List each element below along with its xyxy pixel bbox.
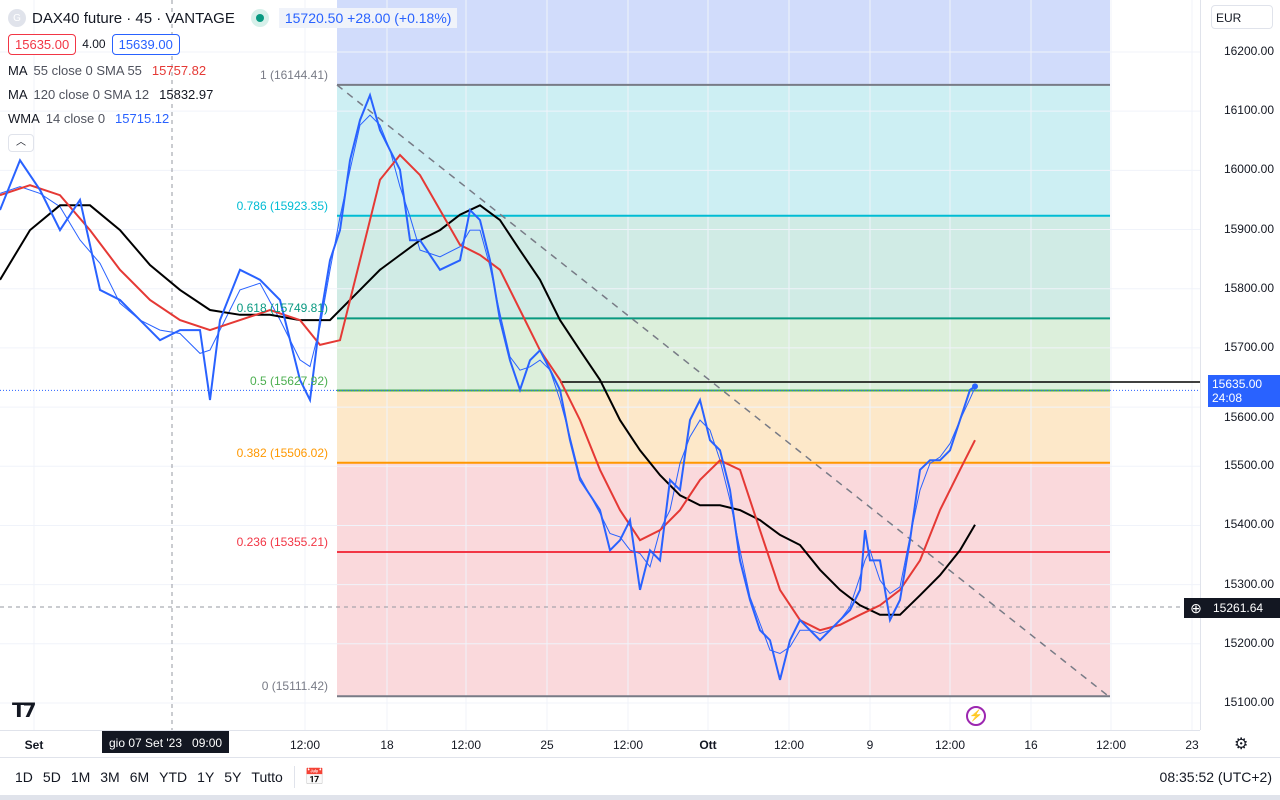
indicator-name: MA <box>8 62 28 78</box>
time-tick-label: 16 <box>1024 738 1038 752</box>
range-button-ytd[interactable]: YTD <box>159 768 188 785</box>
time-axis[interactable]: Set 12:00 18 12:00 25 12:00 Ott 12:00 9 12:00 16 12… <box>0 730 1200 757</box>
price-tick-label: 15200.00 <box>1223 635 1274 650</box>
fib-zone <box>337 390 1110 463</box>
range-button-1y[interactable]: 1Y <box>197 768 215 785</box>
chart-pane[interactable]: 1 (16144.41) 0.786 (15923.35) 0.618 (15749… <box>0 0 1200 730</box>
last-price-dot <box>972 383 978 390</box>
time-tick-label: Set <box>24 738 44 752</box>
fib-level-label: 0.786 (15923.35) <box>236 198 328 213</box>
time-tick-label: Ott <box>699 738 717 752</box>
indicator-legend-item[interactable]: WMA 14 close 0 15715.12 <box>8 106 457 130</box>
indicator-params: 55 close 0 SMA 55 <box>33 62 142 78</box>
indicator-legend-item[interactable]: MA 120 close 0 SMA 12 15832.97 <box>8 82 457 106</box>
price-line <box>0 92 976 681</box>
crosshair-price-label: 15261.64 <box>1208 598 1280 618</box>
indicator-value: 15757.82 <box>151 62 207 78</box>
bottom-toolbar: 1D 5D 1M 3M 6M YTD 1Y 5Y Tutto 📅 08:35:52 (UTC+2… <box>0 757 1280 795</box>
crosshair-time-label: gio 07 Set '23 09:00 <box>102 731 230 753</box>
symbol-title[interactable]: DAX40 future · 45 · VANTAGE <box>32 9 235 27</box>
fib-zone <box>337 318 1110 391</box>
indicator-name: MA <box>8 86 28 102</box>
legend: G DAX40 future · 45 · VANTAGE 15720.50 +… <box>8 6 458 152</box>
price-tick-label: 15600.00 <box>1223 410 1274 424</box>
chart-settings-icon[interactable]: ⚙ <box>1234 736 1249 753</box>
tradingview-logo[interactable]: 𝗧𝟳 <box>12 700 37 722</box>
indicator-legend-item[interactable]: MA 55 close 0 SMA 55 15757.82 <box>8 58 457 82</box>
price-tick-label: 15100.00 <box>1223 694 1274 709</box>
symbol-logo: G <box>8 9 26 27</box>
range-button-6m[interactable]: 6M <box>129 768 150 785</box>
price-tick-label: 15900.00 <box>1223 221 1274 236</box>
indicator-value: 15715.12 <box>115 110 170 126</box>
buy-button[interactable]: 15639.00 <box>111 33 180 55</box>
price-tick-label: 16100.00 <box>1223 103 1274 118</box>
fib-level-label: 0.5 (15627.92) <box>249 373 328 388</box>
fib-level-label: 0.618 (15749.81) <box>236 301 328 316</box>
indicator-value: 15832.97 <box>159 86 214 102</box>
range-button-3m[interactable]: 3M <box>100 768 120 785</box>
time-tick-label: 23 <box>1185 738 1199 752</box>
bar-countdown: 24:08 <box>1212 391 1243 405</box>
range-button-5y[interactable]: 5Y <box>224 768 242 785</box>
fib-level-label: 0.236 (15355.21) <box>236 534 328 549</box>
clock: 08:35:52 (UTC+2) <box>1159 768 1272 785</box>
time-tick-label: 12:00 <box>612 738 644 752</box>
current-price-label: 15635.00 24:08 <box>1208 375 1280 407</box>
price-tick-label: 16000.00 <box>1223 162 1274 177</box>
indicator-params: 14 close 0 <box>45 110 106 126</box>
chart-canvas[interactable] <box>0 0 1200 730</box>
price-change: +28.00 (+0.18%) <box>347 10 452 26</box>
time-tick-label: 12:00 <box>289 738 321 752</box>
time-tick-label: 18 <box>380 738 394 752</box>
bottom-strip <box>0 795 1280 800</box>
range-button-tutto[interactable]: Tutto <box>251 768 283 785</box>
fib-zone <box>337 551 1110 697</box>
collapse-legend-button[interactable]: ︿ <box>8 134 34 152</box>
time-tick-label: 9 <box>866 738 874 752</box>
range-button-1m[interactable]: 1M <box>70 768 91 785</box>
time-tick-label: 12:00 <box>1095 738 1127 752</box>
fib-level-label: 0 (15111.42) <box>261 679 328 694</box>
range-button-1d[interactable]: 1D <box>15 768 33 785</box>
price-tick-label: 15300.00 <box>1223 576 1274 591</box>
last-price: 15720.50 <box>284 10 344 26</box>
price-tick-label: 15400.00 <box>1223 517 1274 532</box>
price-axis[interactable]: EUR 16200.00 16100.00 16000.00 15900.00 1580… <box>1184 0 1280 730</box>
fib-level-label: 0.382 (15506.02) <box>236 445 328 460</box>
add-alert-icon[interactable]: ⊕ <box>1184 598 1208 618</box>
sell-button[interactable]: 15635.00 <box>8 33 77 55</box>
indicator-name: WMA <box>8 110 40 126</box>
range-button-5d[interactable]: 5D <box>42 768 61 785</box>
indicator-params: 120 close 0 SMA 12 <box>33 86 150 102</box>
currency-select[interactable]: EUR <box>1211 5 1273 29</box>
price-tick-label: 15700.00 <box>1223 339 1274 354</box>
price-tick-label: 15800.00 <box>1223 280 1274 295</box>
go-to-date-icon[interactable]: 📅 <box>304 768 325 786</box>
lightning-icon[interactable]: ⚡ <box>966 706 986 726</box>
ma-120-line <box>0 204 976 616</box>
market-open-icon <box>250 9 269 27</box>
time-tick-label: 12:00 <box>450 738 482 752</box>
time-tick-label: 25 <box>540 738 554 752</box>
fib-level-label: 1 (16144.41) <box>259 67 328 82</box>
last-price-info: 15720.50 +28.00 (+0.18%) <box>278 8 458 28</box>
price-tick-label: 15500.00 <box>1223 458 1274 473</box>
price-tick-label: 16200.00 <box>1223 44 1274 58</box>
time-tick-label: 12:00 <box>773 738 805 752</box>
time-tick-label: 12:00 <box>934 738 966 752</box>
spread: 4.00 <box>82 37 106 51</box>
